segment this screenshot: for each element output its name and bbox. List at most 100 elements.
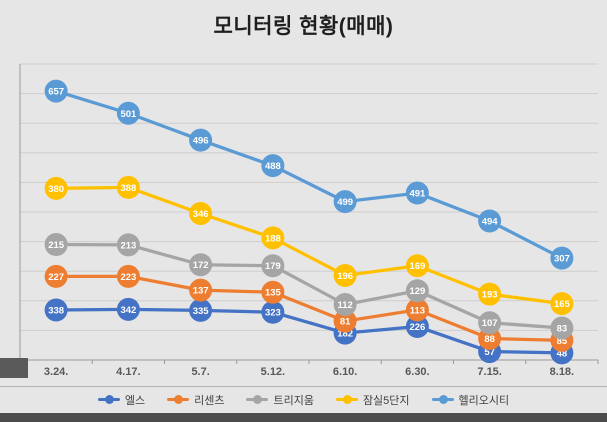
chart-plot-area: 338 342 335 323 182 226 57 48 227 223 137 135 81 113 8… [19,63,599,378]
data-point-marker [405,279,429,303]
x-axis-label: 7.15. [477,366,501,378]
legend-swatch-icon [246,395,269,404]
data-point-marker [189,128,213,152]
series-line-1 [54,274,564,342]
x-axis-label: 6.30. [405,366,429,378]
data-point-marker [44,79,68,103]
x-axis-label: 5.7. [191,366,209,378]
data-point-label: 335 [193,306,210,317]
data-point-label: 380 [48,184,64,195]
chart-title: 모니터링 현황(매매) [213,15,394,38]
x-axis-label: 4.17. [116,366,140,378]
data-point-marker [44,233,68,257]
data-point-label: 307 [554,254,570,265]
data-point-label: 494 [482,217,499,228]
data-point-label: 215 [48,240,65,251]
series-line-4 [54,89,564,260]
data-point-label: 657 [48,87,64,98]
legend-swatch-icon [97,395,120,404]
data-point-marker [44,264,68,288]
legend-item-label: 리센츠 [194,394,225,407]
background-corner [0,358,28,378]
legend-item: 리센츠 [167,392,224,408]
data-point-marker [189,253,213,277]
data-point-label: 83 [557,324,568,335]
data-point-label: 81 [340,317,351,328]
data-point-marker [261,226,285,250]
legend-item-label: 잠실5단지 [362,394,410,407]
data-point-label: 227 [48,272,64,283]
legend-item: 엘스 [97,392,145,408]
legend-swatch-icon [167,395,190,404]
data-point-label: 85 [557,336,568,347]
data-point-label: 188 [265,233,281,244]
data-point-marker [405,254,429,278]
window-bottom-edge [0,413,607,422]
data-point-label: 165 [554,299,571,310]
series-line-3 [54,185,564,306]
data-point-label: 496 [193,136,209,147]
data-point-label: 57 [484,347,495,358]
data-point-label: 172 [193,260,209,271]
data-point-label: 135 [265,288,282,299]
data-point-label: 226 [409,322,425,333]
legend-item: 헬리오시티 [431,392,509,408]
data-point-label: 491 [409,189,426,200]
data-point-label: 196 [337,271,353,282]
series-line-2 [54,242,564,330]
data-point-marker [116,101,140,125]
data-point-marker [550,292,574,316]
data-point-label: 501 [120,109,137,120]
data-point-marker [116,233,140,257]
data-point-marker [116,297,140,321]
chart-legend: 엘스 리센츠 트리지움 잠실5단지 헬리오시티 [0,386,607,412]
data-point-marker [261,280,285,304]
x-axis-label: 6.10. [333,366,357,378]
data-point-marker [189,298,213,322]
data-point-label: 323 [265,308,281,319]
data-point-marker [261,154,285,178]
data-point-label: 338 [48,305,64,316]
data-point-label: 107 [482,318,498,329]
data-point-marker [333,309,357,333]
data-point-label: 137 [193,286,209,297]
data-point-marker [478,282,502,306]
data-point-marker [550,316,574,340]
data-point-marker [405,298,429,322]
data-point-label: 88 [484,334,495,345]
data-point-label: 182 [337,329,353,340]
data-point-label: 113 [410,305,425,316]
data-point-label: 193 [482,290,498,301]
data-point-marker [44,298,68,322]
x-axis-label: 3.24. [44,366,68,378]
data-point-label: 112 [337,300,352,311]
data-point-label: 346 [193,209,209,220]
data-point-label: 223 [120,272,136,283]
legend-swatch-icon [335,395,358,404]
data-point-label: 169 [409,261,425,272]
data-point-label: 48 [557,348,568,359]
data-point-marker [44,176,68,200]
data-point-label: 499 [337,197,353,208]
data-point-marker [333,263,357,287]
data-point-marker [478,209,502,233]
data-point-marker [261,300,285,324]
data-point-marker [189,201,213,225]
data-point-marker [116,175,140,199]
data-point-marker [333,190,357,214]
x-axis-label: 5.12. [261,366,285,378]
x-axis-label: 8.18. [550,366,574,378]
data-point-marker [189,278,213,302]
data-point-label: 129 [409,286,425,297]
legend-item: 트리지움 [246,392,314,408]
legend-item: 잠실5단지 [335,392,410,408]
series-line-0 [54,307,564,355]
data-point-marker [550,246,574,270]
data-point-marker [405,315,429,339]
legend-swatch-icon [431,395,454,404]
data-point-marker [333,293,357,316]
data-point-marker [478,311,502,335]
data-point-label: 179 [265,261,281,272]
data-point-marker [405,181,429,205]
